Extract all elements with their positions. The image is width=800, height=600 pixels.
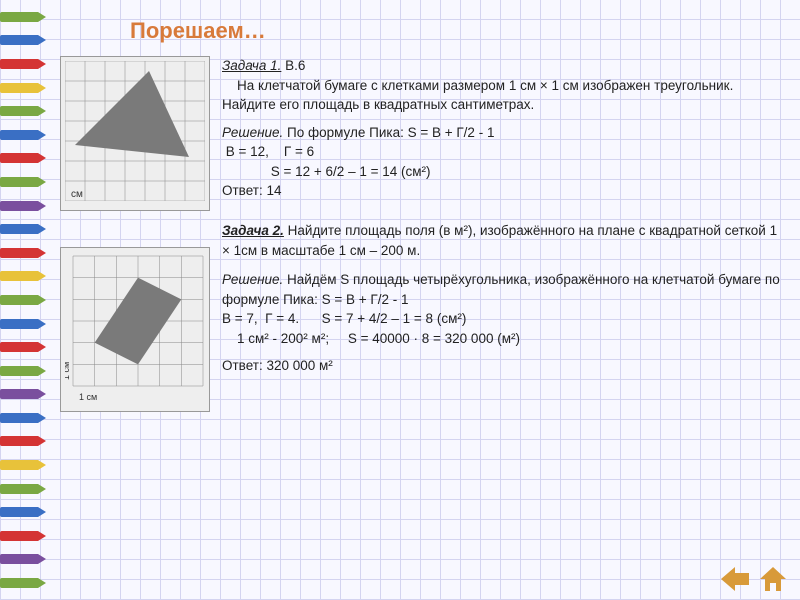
task2-figure: 1 см 1 см: [60, 247, 210, 412]
task2-sol3: 1 см² - 200² м²; S = 40000 · 8 = 320 000…: [222, 329, 780, 349]
task1-text: Задача 1. В.6 На клетчатой бумаге с клет…: [222, 56, 780, 211]
page-title: Порешаем…: [130, 18, 780, 44]
arrow-left-icon: [721, 567, 749, 591]
svg-text:1 см: 1 см: [79, 392, 97, 402]
svg-text:см: см: [71, 189, 83, 200]
task1-heading: Задача 1.: [222, 58, 281, 73]
svg-text:1 см: 1 см: [65, 362, 71, 380]
task2-heading: Задача 2.: [222, 223, 284, 238]
task1-body: На клетчатой бумаге с клетками размером …: [222, 76, 780, 115]
task2-sol-label: Решение.: [222, 272, 283, 287]
task1-sol-label: Решение.: [222, 125, 283, 140]
task1-figure: см: [60, 56, 210, 211]
task1-code: В.6: [281, 58, 305, 73]
task-2: 1 см 1 см Задача 2. Найдите площадь поля …: [60, 221, 780, 412]
task2-text: Задача 2. Найдите площадь поля (в м²), и…: [222, 221, 780, 412]
task2-sol1: Найдём S площадь четырёхугольника, изобр…: [222, 272, 780, 307]
task-1: см Задача 1. В.6 На клетчатой бумаге с к…: [60, 56, 780, 211]
pencil-border: [0, 0, 40, 600]
back-button[interactable]: [720, 566, 750, 592]
task1-ans: Ответ: 14: [222, 181, 780, 201]
task2-sol2: В = 7, Г = 4. S = 7 + 4/2 – 1 = 8 (см²): [222, 309, 780, 329]
task1-sol1: По формуле Пика: S = В + Г/2 - 1: [283, 125, 494, 140]
home-icon: [760, 567, 786, 591]
task1-sol3: S = 12 + 6/2 – 1 = 14 (см²): [222, 162, 780, 182]
task1-sol2: В = 12, Г = 6: [222, 142, 780, 162]
task2-body: Найдите площадь поля (в м²), изображённо…: [222, 223, 777, 258]
task2-ans: Ответ: 320 000 м²: [222, 356, 780, 376]
home-button[interactable]: [758, 566, 788, 592]
content-area: Порешаем… см Задача 1. В.6 На клетчатой …: [60, 10, 780, 422]
nav-controls: [720, 566, 788, 592]
